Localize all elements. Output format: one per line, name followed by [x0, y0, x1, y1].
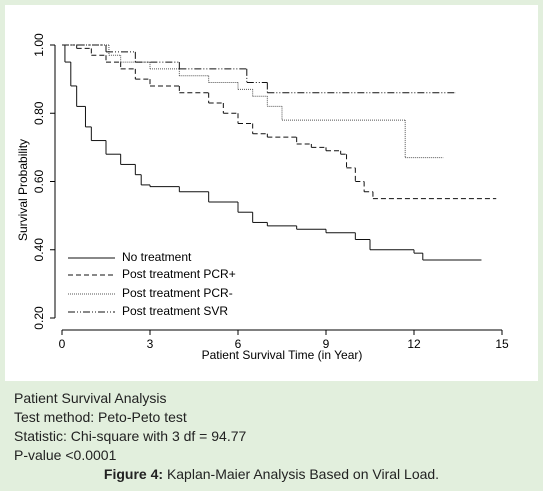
- x-tick-label: 3: [147, 337, 154, 351]
- y-tick-label: 0.60: [32, 169, 46, 193]
- figure-caption: Figure 4: Kaplan-Maier Analysis Based on…: [0, 466, 543, 482]
- x-tick-label: 0: [59, 337, 66, 351]
- y-tick-label: 1.00: [32, 33, 46, 57]
- chart-background: [5, 5, 538, 381]
- figure-title: Kaplan-Maier Analysis Based on Viral Loa…: [166, 466, 440, 482]
- figure-label: Figure 4:: [103, 466, 164, 482]
- legend-label: Post treatment PCR+: [122, 267, 236, 281]
- caption-line: Patient Survival Analysis: [14, 390, 167, 406]
- caption-line: P-value <0.0001: [14, 447, 117, 463]
- legend-label: Post treatment PCR-: [122, 286, 233, 300]
- y-tick-label: 0.40: [32, 238, 46, 262]
- x-axis-title: Patient Survival Time (in Year): [202, 348, 363, 362]
- x-tick-label: 15: [495, 337, 509, 351]
- y-tick-label: 0.80: [32, 101, 46, 125]
- x-tick-label: 9: [323, 337, 330, 351]
- x-tick-label: 6: [235, 337, 242, 351]
- caption-line: Test method: Peto-Peto test: [14, 409, 187, 425]
- y-axis-title: Survival Probability: [16, 139, 30, 241]
- chart: Survival Probability Patient Survival Ti…: [5, 5, 538, 381]
- caption-line: Statistic: Chi-square with 3 df = 94.77: [14, 428, 247, 444]
- legend-label: Post treatment SVR: [122, 304, 228, 318]
- y-tick-label: 0.20: [32, 306, 46, 330]
- legend-label: No treatment: [122, 250, 192, 264]
- x-tick-label: 12: [407, 337, 421, 351]
